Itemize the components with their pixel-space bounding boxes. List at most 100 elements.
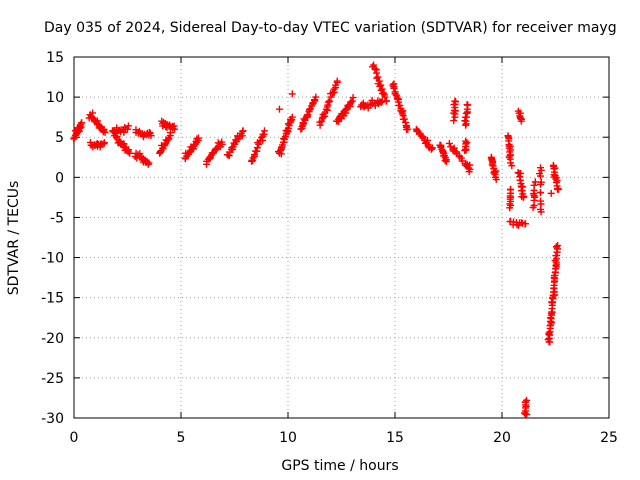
data-point bbox=[324, 98, 332, 106]
y-tick-label: 10 bbox=[46, 90, 64, 106]
axis-ticks: 0 5 10 15 20 25 15 10 5 0 -5 -10 -15 -20 -25 -30 bbox=[41, 50, 618, 446]
data-point bbox=[260, 130, 268, 138]
data-point bbox=[463, 139, 471, 147]
data-point bbox=[125, 146, 133, 154]
y-tick-label: -20 bbox=[41, 331, 64, 347]
data-point bbox=[325, 97, 333, 105]
data-point bbox=[442, 158, 450, 166]
data-point bbox=[419, 133, 427, 141]
data-point bbox=[283, 126, 291, 134]
data-point bbox=[253, 147, 261, 155]
data-point bbox=[124, 125, 131, 133]
data-point bbox=[506, 204, 514, 212]
data-point bbox=[377, 98, 385, 106]
data-point bbox=[461, 117, 469, 125]
data-point bbox=[450, 144, 458, 152]
chart-title: Day 035 of 2024, Sidereal Day-to-day VTE… bbox=[44, 20, 617, 36]
data-point bbox=[348, 97, 356, 105]
data-point bbox=[452, 98, 460, 106]
data-point bbox=[550, 284, 558, 292]
data-point bbox=[520, 192, 528, 200]
y-tick-label: -15 bbox=[41, 291, 64, 307]
data-point bbox=[360, 103, 368, 111]
data-point bbox=[146, 129, 154, 137]
data-point bbox=[194, 134, 202, 142]
data-point bbox=[382, 97, 390, 105]
data-point bbox=[124, 122, 132, 130]
data-point bbox=[321, 112, 329, 120]
data-point bbox=[521, 409, 529, 417]
data-point bbox=[462, 120, 470, 128]
data-point bbox=[288, 116, 296, 124]
y-tick-label: 0 bbox=[55, 170, 64, 186]
data-point bbox=[450, 106, 458, 114]
data-point bbox=[529, 203, 537, 211]
data-point bbox=[255, 140, 263, 148]
data-point bbox=[537, 208, 545, 216]
data-point bbox=[248, 156, 256, 164]
data-point bbox=[554, 242, 562, 250]
y-tick-label: -5 bbox=[50, 210, 64, 226]
data-point bbox=[373, 66, 381, 74]
data-point bbox=[144, 160, 152, 168]
data-point bbox=[531, 178, 539, 186]
data-point bbox=[452, 148, 460, 156]
data-point bbox=[516, 176, 524, 184]
data-point bbox=[346, 103, 354, 111]
data-point bbox=[389, 81, 397, 89]
data-point bbox=[536, 170, 544, 178]
data-point bbox=[536, 188, 544, 196]
data-point bbox=[333, 78, 341, 86]
data-point bbox=[517, 169, 525, 177]
y-tick-label: 15 bbox=[46, 50, 64, 66]
data-point bbox=[403, 126, 411, 134]
data-point bbox=[437, 143, 445, 151]
data-point bbox=[548, 308, 556, 316]
data-points bbox=[70, 61, 563, 419]
data-point bbox=[161, 141, 169, 149]
data-point bbox=[78, 119, 86, 127]
data-point bbox=[203, 160, 211, 168]
x-tick-label: 10 bbox=[279, 430, 297, 446]
y-tick-label: 5 bbox=[55, 130, 64, 146]
data-point bbox=[552, 243, 560, 251]
data-point bbox=[531, 193, 539, 201]
data-point bbox=[218, 140, 226, 148]
data-point bbox=[100, 139, 108, 147]
data-point bbox=[275, 105, 283, 113]
y-tick-label: -30 bbox=[41, 411, 64, 427]
data-point bbox=[522, 410, 530, 418]
data-point bbox=[159, 145, 167, 153]
data-point bbox=[465, 168, 473, 176]
data-point bbox=[250, 152, 258, 160]
data-point bbox=[461, 147, 469, 155]
data-point bbox=[101, 128, 109, 136]
data-point bbox=[555, 185, 563, 193]
data-point bbox=[428, 144, 436, 152]
data-point bbox=[76, 124, 84, 132]
data-point bbox=[305, 106, 313, 114]
data-point bbox=[120, 140, 128, 148]
x-tick-label: 5 bbox=[177, 430, 186, 446]
data-point bbox=[505, 135, 513, 143]
data-point bbox=[462, 159, 470, 167]
data-point bbox=[332, 84, 340, 92]
data-point bbox=[545, 329, 553, 337]
data-point bbox=[492, 167, 500, 175]
x-tick-label: 25 bbox=[600, 430, 618, 446]
data-point bbox=[288, 90, 296, 98]
data-point bbox=[518, 187, 526, 195]
y-tick-label: -10 bbox=[41, 251, 64, 267]
data-point bbox=[441, 157, 449, 165]
data-point bbox=[445, 139, 453, 147]
data-point bbox=[492, 175, 500, 183]
data-point bbox=[550, 274, 558, 282]
data-point bbox=[518, 219, 526, 227]
data-point bbox=[278, 143, 286, 151]
data-point bbox=[311, 96, 319, 104]
data-point bbox=[93, 117, 101, 125]
data-point bbox=[371, 65, 379, 73]
data-point bbox=[427, 145, 435, 153]
data-point bbox=[551, 288, 559, 296]
